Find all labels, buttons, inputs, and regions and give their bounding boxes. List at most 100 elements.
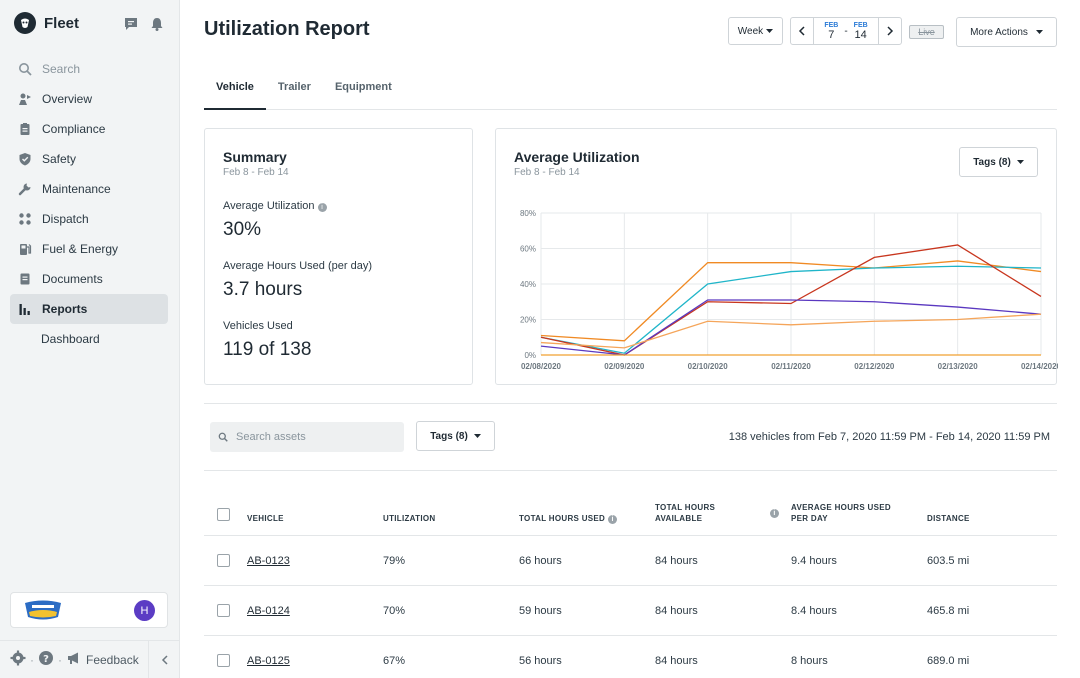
- caret-down-icon: [766, 28, 774, 33]
- section-divider: [204, 470, 1057, 471]
- col-total-hours-available-line1: TOTAL HOURS: [655, 503, 716, 512]
- tab-trailer[interactable]: Trailer: [277, 81, 311, 93]
- end-day: 14: [854, 28, 867, 41]
- sidebar-item-dashboard[interactable]: Dashboard: [41, 332, 100, 346]
- table-row[interactable]: AB-0124 70% 59 hours 84 hours 8.4 hours …: [204, 586, 1057, 636]
- more-actions-label: More Actions: [970, 26, 1028, 38]
- separator-dot: ·: [30, 652, 34, 667]
- avatar[interactable]: H: [134, 600, 155, 621]
- megaphone-icon[interactable]: [66, 650, 82, 669]
- avg-utilization-label: Average Utilization i: [223, 200, 327, 212]
- main-content: Utilization Report Week FEB 7 - FEB 14 L…: [180, 0, 1080, 678]
- table-row[interactable]: AB-0123 79% 66 hours 84 hours 9.4 hours …: [204, 536, 1057, 586]
- help-icon[interactable]: ?: [38, 650, 54, 669]
- hours-available-cell: 84 hours: [655, 605, 698, 617]
- vehicles-used-label: Vehicles Used: [223, 320, 293, 332]
- chart-tags-button[interactable]: Tags (8): [959, 147, 1038, 177]
- previous-period-button[interactable]: [791, 18, 813, 44]
- messages-icon[interactable]: [123, 16, 139, 32]
- table-row[interactable]: AB-0125 67% 56 hours 84 hours 8 hours 68…: [204, 636, 1057, 678]
- period-select[interactable]: Week: [728, 17, 783, 45]
- svg-text:?: ?: [43, 654, 49, 665]
- hours-available-cell: 84 hours: [655, 655, 698, 667]
- x-tick-label: 02/12/2020: [854, 362, 895, 371]
- col-distance[interactable]: DISTANCE: [927, 514, 970, 523]
- sidebar-item-overview[interactable]: Overview: [10, 84, 168, 114]
- sidebar-item-compliance[interactable]: Compliance: [10, 114, 168, 144]
- col-avg-hours-line1: AVERAGE HOURS USED: [791, 503, 891, 512]
- col-avg-hours-per-day[interactable]: AVERAGE HOURS USED PER DAY: [791, 502, 891, 524]
- sidebar-item-label: Safety: [42, 152, 77, 166]
- end-month: FEB: [853, 21, 868, 29]
- vehicle-count-range: 138 vehicles from Feb 7, 2020 11:59 PM -…: [728, 431, 1050, 443]
- row-checkbox[interactable]: [217, 654, 230, 667]
- feedback-link[interactable]: Feedback: [86, 652, 139, 667]
- utilization-cell: 70%: [383, 605, 406, 617]
- collapse-sidebar-button[interactable]: [148, 641, 180, 678]
- info-icon[interactable]: i: [770, 509, 779, 518]
- bell-icon[interactable]: [149, 16, 165, 32]
- sidebar-footer: · ? · Feedback: [0, 640, 180, 678]
- date-range-display[interactable]: FEB 7 - FEB 14: [813, 18, 879, 44]
- sidebar-item-label: Compliance: [42, 122, 106, 136]
- tab-vehicle[interactable]: Vehicle: [204, 74, 266, 110]
- sidebar-item-label: Overview: [42, 92, 93, 106]
- period-select-value: Week: [737, 25, 764, 37]
- tab-equipment[interactable]: Equipment: [334, 81, 392, 93]
- col-total-hours-available[interactable]: TOTAL HOURS AVAILABLE: [655, 502, 715, 524]
- live-toggle[interactable]: Live: [909, 25, 944, 39]
- sidebar-item-maintenance[interactable]: Maintenance: [10, 174, 168, 204]
- sidebar-item-documents[interactable]: Documents: [10, 264, 168, 294]
- vehicle-link[interactable]: AB-0124: [247, 605, 290, 617]
- next-period-button[interactable]: [879, 18, 901, 44]
- col-total-hours-used[interactable]: TOTAL HOURS USED i: [519, 513, 618, 524]
- chart-range: Feb 8 - Feb 14: [514, 167, 580, 178]
- page-title: Utilization Report: [204, 18, 370, 40]
- brand-name: Fleet: [44, 14, 80, 32]
- utilization-chart-card: Average Utilization Feb 8 - Feb 14 Tags …: [495, 128, 1058, 385]
- brand[interactable]: Fleet: [14, 12, 79, 34]
- y-tick-label: 80%: [520, 209, 536, 218]
- sidebar-item-safety[interactable]: Safety: [10, 144, 168, 174]
- account-switcher[interactable]: H: [10, 592, 168, 628]
- asset-tags-button[interactable]: Tags (8): [416, 421, 495, 451]
- avg-hours-value: 3.7 hours: [223, 279, 303, 300]
- info-icon[interactable]: i: [608, 515, 618, 524]
- row-checkbox[interactable]: [217, 554, 230, 567]
- sidebar-item-label: Maintenance: [42, 182, 111, 196]
- col-utilization[interactable]: UTILIZATION: [383, 514, 436, 523]
- settings-gear-icon[interactable]: [10, 650, 26, 669]
- hours-available-cell: 84 hours: [655, 555, 698, 567]
- vehicle-link[interactable]: AB-0125: [247, 655, 290, 667]
- col-total-hours-available-line2: AVAILABLE: [655, 514, 703, 523]
- info-icon-avg[interactable]: i: [767, 507, 779, 518]
- dispatch-icon: [18, 212, 32, 226]
- hours-used-cell: 59 hours: [519, 605, 562, 617]
- series-line-orange-dark: [540, 260, 1042, 342]
- row-checkbox[interactable]: [217, 604, 230, 617]
- y-tick-label: 0%: [524, 351, 536, 360]
- vehicle-link[interactable]: AB-0123: [247, 555, 290, 567]
- col-vehicle[interactable]: VEHICLE: [247, 514, 284, 523]
- asset-tags-label: Tags (8): [430, 430, 468, 442]
- start-day: 7: [828, 28, 835, 41]
- caret-down-icon: [1016, 159, 1024, 164]
- info-icon[interactable]: i: [317, 203, 327, 212]
- sidebar-search[interactable]: Search: [10, 54, 168, 84]
- sidebar-item-reports[interactable]: Reports: [10, 294, 168, 324]
- asset-type-tabs: Vehicle Trailer Equipment: [204, 74, 1057, 110]
- chart-tags-label: Tags (8): [973, 156, 1011, 168]
- utilization-cell: 79%: [383, 555, 406, 567]
- search-assets-placeholder: Search assets: [236, 431, 306, 443]
- y-tick-label: 20%: [520, 316, 536, 325]
- search-assets-input[interactable]: Search assets: [210, 422, 404, 452]
- sidebar-item-fuel-energy[interactable]: Fuel & Energy: [10, 234, 168, 264]
- chevron-right-icon: [887, 26, 894, 36]
- search-icon: [18, 62, 32, 76]
- col-total-hours-used-label: TOTAL HOURS USED: [519, 514, 606, 523]
- more-actions-button[interactable]: More Actions: [956, 17, 1057, 47]
- fuel-icon: [18, 242, 32, 256]
- select-all-checkbox[interactable]: [217, 508, 230, 521]
- sidebar-item-dispatch[interactable]: Dispatch: [10, 204, 168, 234]
- section-divider: [204, 403, 1057, 404]
